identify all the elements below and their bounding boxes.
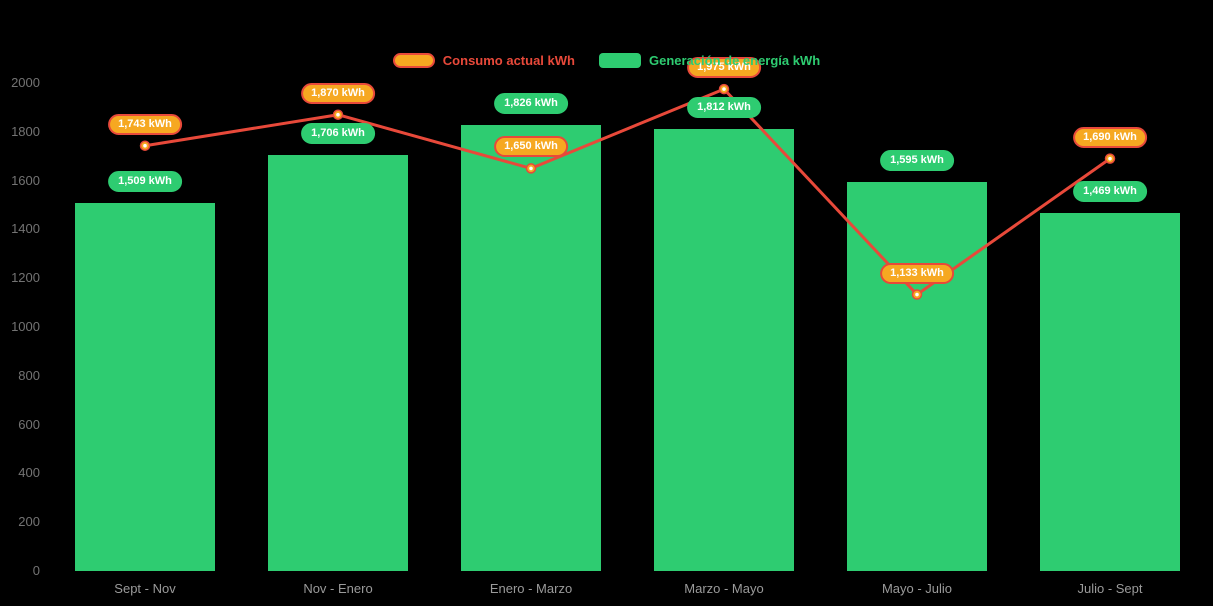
y-tick-label: 2000: [11, 75, 40, 90]
y-tick-label: 1000: [11, 319, 40, 334]
consumo-point-center: [722, 87, 726, 91]
generation-bar[interactable]: [1040, 212, 1180, 571]
y-tick-label: 400: [18, 465, 40, 481]
legend-item-consumo[interactable]: Consumo actual kWh: [392, 53, 575, 68]
consumo-line-swatch-icon: [392, 53, 435, 68]
generation-bar[interactable]: [75, 202, 215, 571]
legend-label-consumo: Consumo actual kWh: [442, 53, 575, 68]
generation-bar[interactable]: [654, 128, 794, 571]
y-tick-label: 800: [18, 367, 40, 383]
x-axis-label: Enero - Marzo: [489, 581, 573, 596]
consumo-point-center: [915, 292, 919, 297]
y-tick-label: 1600: [11, 172, 40, 188]
x-axis-label: Sept - Nov: [114, 581, 176, 596]
consumo-point-center: [143, 143, 147, 148]
generation-bar[interactable]: [461, 125, 601, 571]
legend-item-generacion[interactable]: Generación de energía kWh: [598, 53, 821, 68]
x-axis-label: Mayo - Julio: [881, 581, 953, 596]
consumo-point-center: [336, 112, 340, 117]
y-tick-label: 200: [18, 514, 40, 530]
y-tick-label: 600: [18, 416, 40, 432]
generacion-bar-swatch-icon: [598, 53, 641, 68]
x-axis-label: Nov - Enero: [303, 581, 373, 596]
consumo-point-center: [1108, 156, 1112, 161]
x-axis-label: Julio - Sept: [1077, 581, 1143, 596]
consumo-point-center: [529, 166, 533, 171]
generation-bar[interactable]: [268, 154, 408, 571]
legend-label-generacion: Generación de energía kWh: [648, 53, 821, 68]
y-tick-label: 0: [32, 563, 40, 578]
x-axis-label: Marzo - Mayo: [684, 581, 764, 596]
y-tick-label: 1400: [11, 221, 40, 237]
y-tick-label: 1200: [11, 270, 40, 286]
chart-legend: Consumo actual kWh Generación de energía…: [0, 53, 1213, 68]
y-tick-label: 1800: [11, 123, 40, 139]
consumo-line: [144, 87, 1111, 297]
